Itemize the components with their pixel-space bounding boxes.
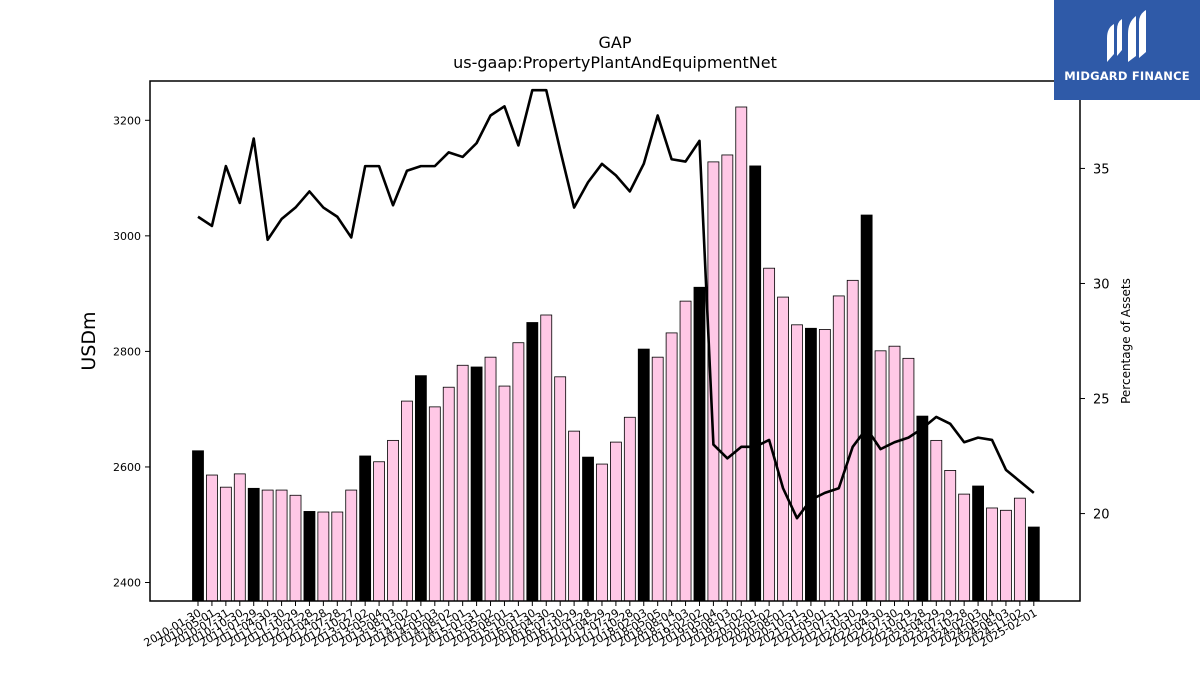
bar: [749, 165, 762, 602]
bar: [331, 511, 344, 602]
midgard-finance-logo: MIDGARD FINANCE: [1054, 0, 1200, 100]
chart-subtitle: us-gaap:PropertyPlantAndEquipmentNet: [453, 53, 777, 72]
bar: [972, 485, 984, 602]
bar: [832, 295, 845, 602]
bar: [623, 416, 636, 602]
bar: [1013, 497, 1026, 602]
bar: [303, 511, 316, 602]
axes-group: 24002600280030003200202530352010-01-3020…: [113, 80, 1110, 650]
y-axis-label-right: Percentage of Assets: [1119, 278, 1133, 404]
y-tick-label: 2400: [113, 577, 141, 590]
bars-group: [192, 106, 1040, 602]
bar: [582, 456, 594, 602]
bar: [359, 455, 372, 602]
bar: [637, 348, 650, 602]
bar: [651, 356, 664, 602]
y-tick-label: 2800: [113, 345, 141, 358]
bar: [805, 327, 817, 602]
bar: [414, 375, 427, 602]
bar: [261, 489, 274, 602]
plot-frame: [149, 80, 1081, 602]
bar: [192, 450, 204, 602]
bar: [735, 106, 748, 602]
bar: [233, 473, 246, 602]
bar: [763, 267, 776, 602]
bar: [387, 439, 399, 602]
bar: [860, 214, 873, 602]
y-right-tick-label: 30: [1093, 277, 1110, 292]
y-tick-label: 3000: [113, 230, 141, 243]
y-tick-label: 3200: [113, 114, 141, 127]
bar: [540, 314, 553, 602]
bar: [289, 494, 302, 602]
bar: [401, 400, 413, 602]
bar: [721, 154, 734, 602]
bar: [791, 324, 803, 602]
bar: [470, 366, 483, 602]
bar: [958, 493, 971, 602]
bar: [777, 296, 789, 602]
bar: [610, 441, 622, 602]
y-right-tick-label: 20: [1093, 508, 1110, 523]
bar: [512, 342, 525, 602]
bar: [554, 376, 567, 602]
bar: [568, 430, 581, 602]
bar: [1027, 526, 1040, 602]
bar: [888, 345, 901, 602]
bar: [345, 489, 358, 602]
bar: [428, 406, 441, 602]
bar: [874, 350, 887, 602]
bar: [596, 463, 608, 602]
bar: [665, 332, 678, 602]
bar: [206, 474, 218, 602]
bar: [219, 486, 232, 602]
bar: [944, 470, 957, 602]
bar: [1000, 509, 1012, 602]
y-axis-label-left: USDm: [78, 311, 100, 370]
y-right-tick-label: 25: [1093, 393, 1110, 408]
bar: [818, 329, 831, 602]
y-tick-label: 2600: [113, 461, 141, 474]
bar: [902, 357, 915, 602]
percentage-line: [197, 88, 1035, 520]
bar: [442, 386, 455, 602]
bar: [275, 489, 288, 602]
bar: [526, 322, 539, 602]
bar: [930, 439, 943, 602]
bar: [693, 286, 706, 602]
bar: [484, 356, 497, 602]
line-group: [197, 88, 1035, 520]
bar: [456, 364, 469, 602]
bar: [498, 385, 511, 602]
bar: [317, 511, 330, 602]
logo-mark-icon: [1107, 10, 1146, 62]
bar: [247, 487, 260, 602]
logo-text: MIDGARD FINANCE: [1064, 69, 1190, 83]
y-right-tick-label: 35: [1093, 162, 1110, 177]
chart-title: GAP: [599, 33, 632, 52]
bar: [373, 461, 385, 602]
bar: [986, 507, 998, 602]
bar: [916, 415, 929, 602]
bar: [679, 300, 692, 602]
